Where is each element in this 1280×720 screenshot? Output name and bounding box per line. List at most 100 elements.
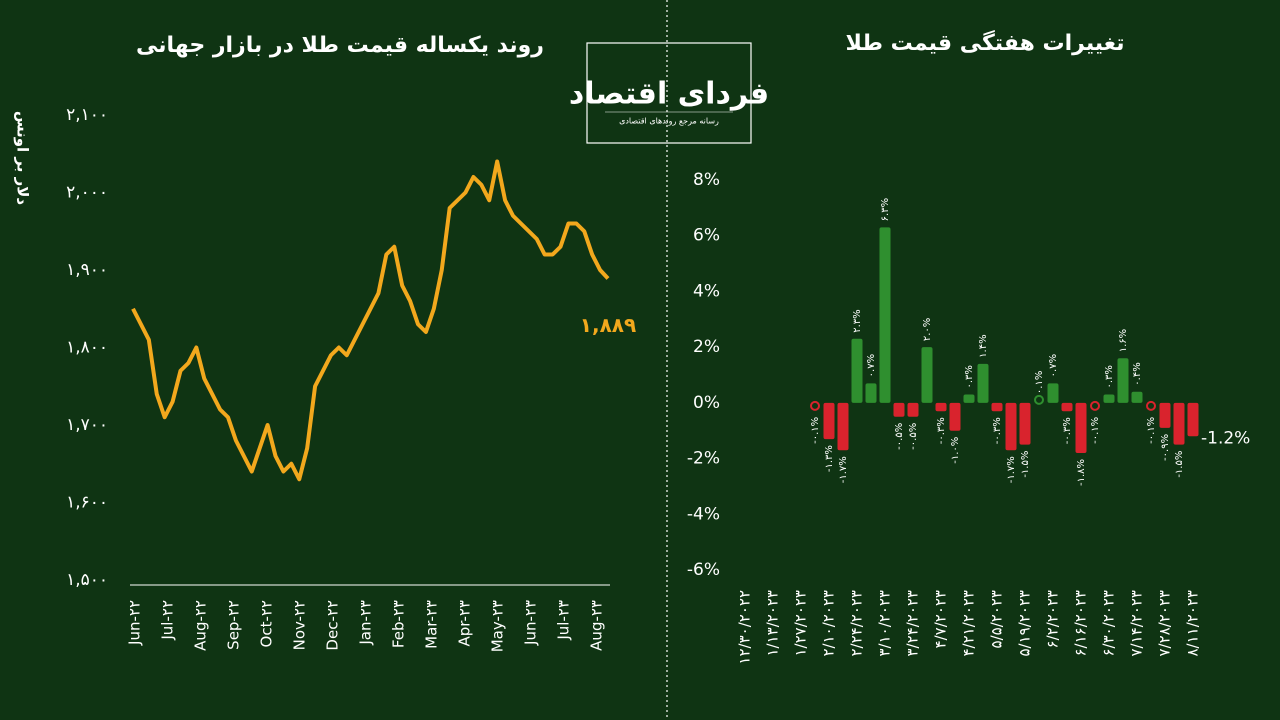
- x-tick-label: May-۲۳: [489, 600, 507, 652]
- bar-value-label: -۰.۵%: [908, 423, 919, 450]
- bar-value-label: -۱.۵%: [1020, 451, 1031, 478]
- bar: [949, 402, 961, 431]
- x-tick-label: ۲/۱۰/۲۰۲۳: [820, 590, 838, 657]
- x-tick-label: Dec-۲۲: [324, 600, 342, 651]
- bar-value-label: -۱.۷%: [1006, 456, 1017, 483]
- x-tick-label: ۷/۱۴/۲۰۲۳: [1128, 590, 1146, 657]
- bar-value-label: -۰.۳%: [992, 417, 1003, 444]
- bar-value-label: ۰.۱%: [1034, 371, 1045, 394]
- x-tick-label: Jul-۲۳: [555, 600, 573, 641]
- bar-value-label: -۰.۳%: [936, 417, 947, 444]
- x-tick-label: Sep-۲۲: [225, 600, 243, 650]
- y-tick-label: -6%: [687, 560, 720, 580]
- bar-value-label: -1.2%: [1201, 428, 1250, 448]
- bar-value-label: ۱.۴%: [978, 334, 989, 357]
- y-axis-label: دلار بر اونس: [14, 111, 32, 206]
- y-tick-label: 4%: [693, 281, 720, 301]
- y-tick-label: ۲,۱۰۰: [66, 105, 108, 125]
- x-tick-label: ۵/۵/۲۰۲۳: [988, 590, 1006, 648]
- x-tick-label: Apr-۲۳: [456, 600, 474, 647]
- x-tick-label: Jul-۲۲: [159, 600, 177, 641]
- bar: [1019, 402, 1031, 445]
- bar-value-label: ۰.۴%: [1132, 362, 1143, 385]
- logo-title: فردای اقتصاد: [569, 77, 769, 112]
- bar-value-label: ۶.۳%: [880, 198, 891, 221]
- bar: [935, 402, 947, 412]
- bar-value-label: ۰.۳%: [964, 365, 975, 388]
- bar-value-label: -۱.۳%: [824, 445, 835, 472]
- bar: [1117, 358, 1129, 403]
- y-tick-label: 0%: [693, 393, 720, 413]
- bar: [1146, 400, 1156, 411]
- bar: [893, 402, 905, 417]
- bar: [1159, 402, 1171, 428]
- bar-value-label: ۱.۶%: [1118, 329, 1129, 352]
- bar-value-label: ۲.۰%: [922, 318, 933, 341]
- bar: [1075, 402, 1087, 453]
- x-tick-label: Jan-۲۳: [357, 600, 375, 646]
- bar-value-label: ۰.۳%: [1104, 365, 1115, 388]
- x-tick-label: ۱۲/۳۰/۲۰۲۲: [736, 590, 754, 665]
- bar: [837, 402, 849, 451]
- bar-value-label: -۱.۵%: [1174, 451, 1185, 478]
- x-tick-label: ۷/۲۸/۲۰۲۳: [1156, 590, 1174, 657]
- x-tick-label: ۸/۱۱/۲۰۲۳: [1184, 590, 1202, 657]
- x-tick-label: Feb-۲۳: [390, 600, 408, 648]
- chart-title: روند یکساله قیمت طلا در بازار جهانی: [136, 33, 544, 58]
- logo-box: [586, 42, 752, 144]
- bar: [1187, 402, 1199, 437]
- bar-value-label: -۰.۵%: [894, 423, 905, 450]
- bar-value-label: ۰.۷%: [866, 354, 877, 377]
- y-tick-label: ۱,۶۰۰: [66, 493, 108, 513]
- bar: [879, 227, 891, 403]
- bar-value-label: -۱.۸%: [1076, 459, 1087, 486]
- chart-title: تغییرات هفتگی قیمت طلا: [846, 29, 1125, 56]
- bar-value-label: -۰.۱%: [810, 417, 821, 444]
- y-tick-label: -4%: [687, 504, 720, 524]
- bar-value-label: ۰.۷%: [1048, 354, 1059, 377]
- bar: [1131, 391, 1143, 403]
- x-tick-label: Aug-۲۳: [588, 600, 606, 651]
- x-tick-label: Mar-۲۳: [423, 600, 441, 649]
- x-tick-label: ۱/۱۳/۲۰۲۳: [764, 590, 782, 657]
- x-tick-label: ۶/۱۶/۲۰۲۳: [1072, 590, 1090, 657]
- bar: [1103, 394, 1115, 403]
- bar-value-label: -۱.۰%: [950, 437, 961, 464]
- x-tick-label: Nov-۲۲: [291, 600, 309, 650]
- bar-value-label: ۲.۳%: [852, 309, 863, 332]
- bar: [921, 347, 933, 403]
- bar: [865, 383, 877, 403]
- y-tick-label: ۱,۹۰۰: [66, 260, 108, 280]
- bar: [1090, 400, 1100, 411]
- x-tick-label: ۲/۲۴/۲۰۲۳: [848, 590, 866, 657]
- x-tick-label: ۵/۱۹/۲۰۲۳: [1016, 590, 1034, 657]
- bar: [991, 402, 1003, 412]
- x-tick-label: Jun-۲۳: [522, 600, 540, 646]
- bar: [977, 363, 989, 403]
- bar: [810, 400, 820, 411]
- y-tick-label: 8%: [693, 170, 720, 190]
- bar: [1047, 383, 1059, 403]
- x-tick-label: ۶/۲/۲۰۲۳: [1044, 590, 1062, 648]
- bar: [1173, 402, 1185, 445]
- y-tick-label: -2%: [687, 449, 720, 469]
- bar: [851, 338, 863, 403]
- bar: [1034, 394, 1044, 405]
- y-tick-label: 2%: [693, 337, 720, 357]
- bar-value-label: -۰.۱%: [1146, 417, 1157, 444]
- x-tick-label: ۴/۲۱/۲۰۲۳: [960, 590, 978, 657]
- bar: [907, 402, 919, 417]
- x-tick-label: ۳/۱۰/۲۰۲۳: [876, 590, 894, 657]
- y-tick-label: ۱,۵۰۰: [66, 570, 108, 590]
- logo-subtitle: رسانه مرجع روندهای اقتصادی: [619, 117, 719, 126]
- bar: [823, 402, 835, 440]
- y-tick-label: ۱,۸۰۰: [66, 338, 108, 358]
- x-tick-label: Jun-۲۲: [126, 600, 144, 646]
- x-tick-label: Aug-۲۲: [192, 600, 210, 651]
- x-tick-label: ۴/۷/۲۰۲۳: [932, 590, 950, 648]
- price-line: [131, 159, 610, 482]
- bar: [1061, 402, 1073, 412]
- y-tick-label: ۲,۰۰۰: [66, 183, 108, 203]
- end-label: ۱,۸۸۹: [580, 313, 636, 337]
